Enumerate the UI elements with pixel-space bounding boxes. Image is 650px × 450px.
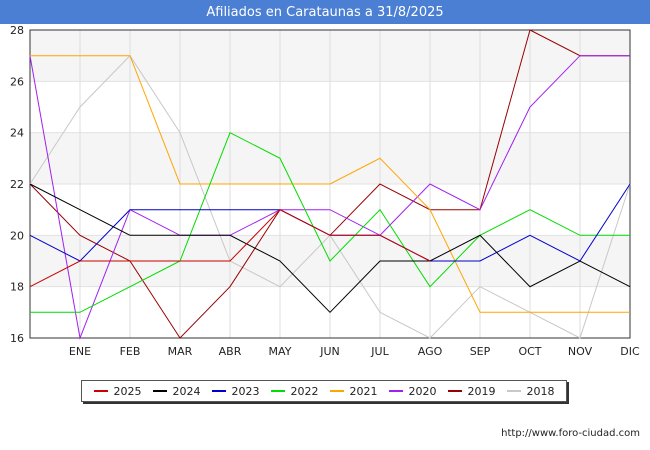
y-tick-label: 24 — [10, 127, 24, 140]
x-tick-label: AGO — [418, 345, 443, 358]
x-tick-label: NOV — [568, 345, 593, 358]
legend-label: 2021 — [349, 384, 378, 398]
x-tick-label: SEP — [470, 345, 491, 358]
legend-swatch — [93, 390, 108, 392]
series-line-2021 — [30, 55, 630, 313]
legend-item-2024: 2024 — [152, 384, 201, 398]
y-tick-label: 28 — [10, 24, 24, 37]
legend-item-2019: 2019 — [447, 384, 496, 398]
legend-swatch — [211, 390, 226, 392]
y-tick-label: 20 — [10, 229, 24, 242]
legend-label: 2022 — [290, 384, 319, 398]
legend-item-2018: 2018 — [506, 384, 555, 398]
chart-legend: 2025 2024 2023 2022 2021 2020 2019 2018 — [81, 380, 567, 402]
legend-label: 2019 — [467, 384, 496, 398]
legend-label: 2018 — [526, 384, 555, 398]
legend-swatch — [152, 390, 167, 392]
legend-label: 2024 — [172, 384, 201, 398]
x-tick-label: MAR — [168, 345, 193, 358]
chart-title: Afiliados en Carataunas a 31/8/2025 — [206, 4, 444, 20]
series-line-2022 — [30, 132, 630, 313]
legend-item-2021: 2021 — [329, 384, 378, 398]
x-tick-label: JUN — [319, 345, 340, 358]
x-tick-label: DIC — [620, 345, 640, 358]
legend-item-2025: 2025 — [93, 384, 142, 398]
legend-label: 2025 — [113, 384, 142, 398]
x-tick-label: ABR — [219, 345, 242, 358]
legend-label: 2023 — [231, 384, 260, 398]
legend-item-2023: 2023 — [211, 384, 260, 398]
legend-swatch — [388, 390, 403, 392]
x-tick-label: ENE — [69, 345, 91, 358]
legend-swatch — [329, 390, 344, 392]
legend-item-2020: 2020 — [388, 384, 437, 398]
series-line-2024 — [29, 183, 631, 314]
legend-swatch — [506, 390, 521, 392]
chart-title-bar: Afiliados en Carataunas a 31/8/2025 — [0, 0, 650, 24]
y-tick-label: 22 — [10, 178, 24, 191]
series-line-2025 — [29, 209, 431, 288]
x-tick-label: JUL — [370, 345, 389, 358]
x-tick-label: OCT — [518, 345, 541, 358]
y-tick-label: 16 — [10, 332, 24, 345]
legend-swatch — [270, 390, 285, 392]
y-tick-label: 26 — [10, 75, 24, 88]
x-tick-label: FEB — [120, 345, 141, 358]
legend-item-2022: 2022 — [270, 384, 319, 398]
legend-label: 2020 — [408, 384, 437, 398]
x-tick-label: MAY — [269, 345, 292, 358]
y-tick-label: 18 — [10, 281, 24, 294]
legend-swatch — [447, 390, 462, 392]
source-credit: http://www.foro-ciudad.com — [501, 428, 640, 439]
